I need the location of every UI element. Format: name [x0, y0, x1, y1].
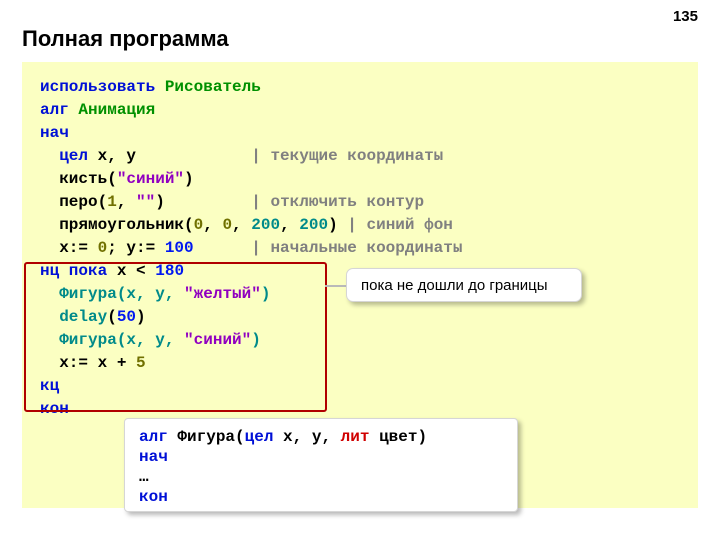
fn-pen: перо( — [59, 193, 107, 211]
sub-algorithm-box: алг Фигура(цел x, y, лит цвет) нач … кон — [124, 418, 518, 512]
paren-close: ) — [155, 193, 165, 211]
params-xy: x, y, — [273, 428, 340, 446]
n-200b: 200 — [299, 216, 328, 234]
str-empty: "" — [136, 193, 155, 211]
sub-line-1: алг Фигура(цел x, y, лит цвет) — [139, 427, 503, 447]
code-line-11: delay(50) — [40, 306, 680, 329]
ellipsis: … — [139, 468, 149, 486]
code-line-4: цел x, y | текущие координаты — [40, 145, 680, 168]
n-0c: 0 — [98, 239, 108, 257]
str-yellow: "желтый" — [184, 285, 261, 303]
param-color: цвет) — [369, 428, 427, 446]
code-line-5: кисть("синий") — [40, 168, 680, 191]
comment-contour: | отключить контур — [251, 193, 424, 211]
code-line-6: перо(1, "") | отключить контур — [40, 191, 680, 214]
page-number: 135 — [673, 8, 698, 25]
comma: , — [232, 216, 251, 234]
comma: , — [117, 193, 136, 211]
comment-coords: | текущие координаты — [251, 147, 443, 165]
code-line-12: Фигура(x, y, "синий") — [40, 329, 680, 352]
sub-line-2: нач — [139, 447, 503, 467]
kw-alg: алг — [40, 101, 69, 119]
n-100: 100 — [165, 239, 194, 257]
n-0b: 0 — [222, 216, 232, 234]
code-line-1: использовать Рисователь — [40, 76, 680, 99]
fn-brush: кисть( — [59, 170, 117, 188]
fn-figure-1: Фигура(x, y, — [59, 285, 184, 303]
paren-close: ) — [328, 216, 347, 234]
kw-int: цел — [59, 147, 88, 165]
page-title: Полная программа — [22, 26, 229, 52]
paren-close: ) — [184, 170, 194, 188]
vars-xy: x, y — [88, 147, 136, 165]
comment-bg: | синий фон — [347, 216, 453, 234]
code-line-14: кц — [40, 375, 680, 398]
n-0a: 0 — [194, 216, 204, 234]
assign-y: ; y:= — [107, 239, 165, 257]
n-50: 50 — [117, 308, 136, 326]
num-1: 1 — [107, 193, 117, 211]
paren-close: ) — [261, 285, 271, 303]
fn-delay: delay — [59, 308, 107, 326]
kw-use: использовать — [40, 78, 155, 96]
n-180: 180 — [155, 262, 184, 280]
comma: , — [203, 216, 222, 234]
sub-line-3: … — [139, 467, 503, 487]
kw-nach-sub: нач — [139, 448, 168, 466]
kw-kc: кц — [40, 377, 59, 395]
code-line-8: x:= 0; y:= 100 | начальные координаты — [40, 237, 680, 260]
kw-kon: кон — [40, 400, 69, 418]
code-line-2: алг Анимация — [40, 99, 680, 122]
sub-line-4: кон — [139, 487, 503, 507]
callout-text: пока не дошли до границы — [361, 277, 548, 294]
n-5: 5 — [136, 354, 146, 372]
kw-int-sub: цел — [245, 428, 274, 446]
fn-figure-2: Фигура(x, y, — [59, 331, 184, 349]
str-blue: "синий" — [117, 170, 184, 188]
identifier-drawer: Рисователь — [165, 78, 261, 96]
code-line-13: x:= x + 5 — [40, 352, 680, 375]
kw-lit: лит — [341, 428, 370, 446]
comma: , — [280, 216, 299, 234]
code-line-7: прямоугольник(0, 0, 200, 200) | синий фо… — [40, 214, 680, 237]
str-blue2: "синий" — [184, 331, 251, 349]
code-line-3: нач — [40, 122, 680, 145]
kw-loop: нц пока — [40, 262, 107, 280]
fn-figure-def: Фигура( — [168, 428, 245, 446]
paren-close: ) — [136, 308, 146, 326]
identifier-anim: Анимация — [78, 101, 155, 119]
cond-x: x < — [107, 262, 155, 280]
kw-nach: нач — [40, 124, 69, 142]
comment-init: | начальные координаты — [251, 239, 462, 257]
callout-box: пока не дошли до границы — [346, 268, 582, 302]
n-200a: 200 — [251, 216, 280, 234]
assign-inc: x:= x + — [59, 354, 136, 372]
fn-rect: прямоугольник( — [59, 216, 193, 234]
paren-close: ) — [251, 331, 261, 349]
paren-open: ( — [107, 308, 117, 326]
kw-kon-sub: кон — [139, 488, 168, 506]
kw-alg-sub: алг — [139, 428, 168, 446]
callout-connector — [325, 285, 347, 287]
assign-x: x:= — [59, 239, 97, 257]
